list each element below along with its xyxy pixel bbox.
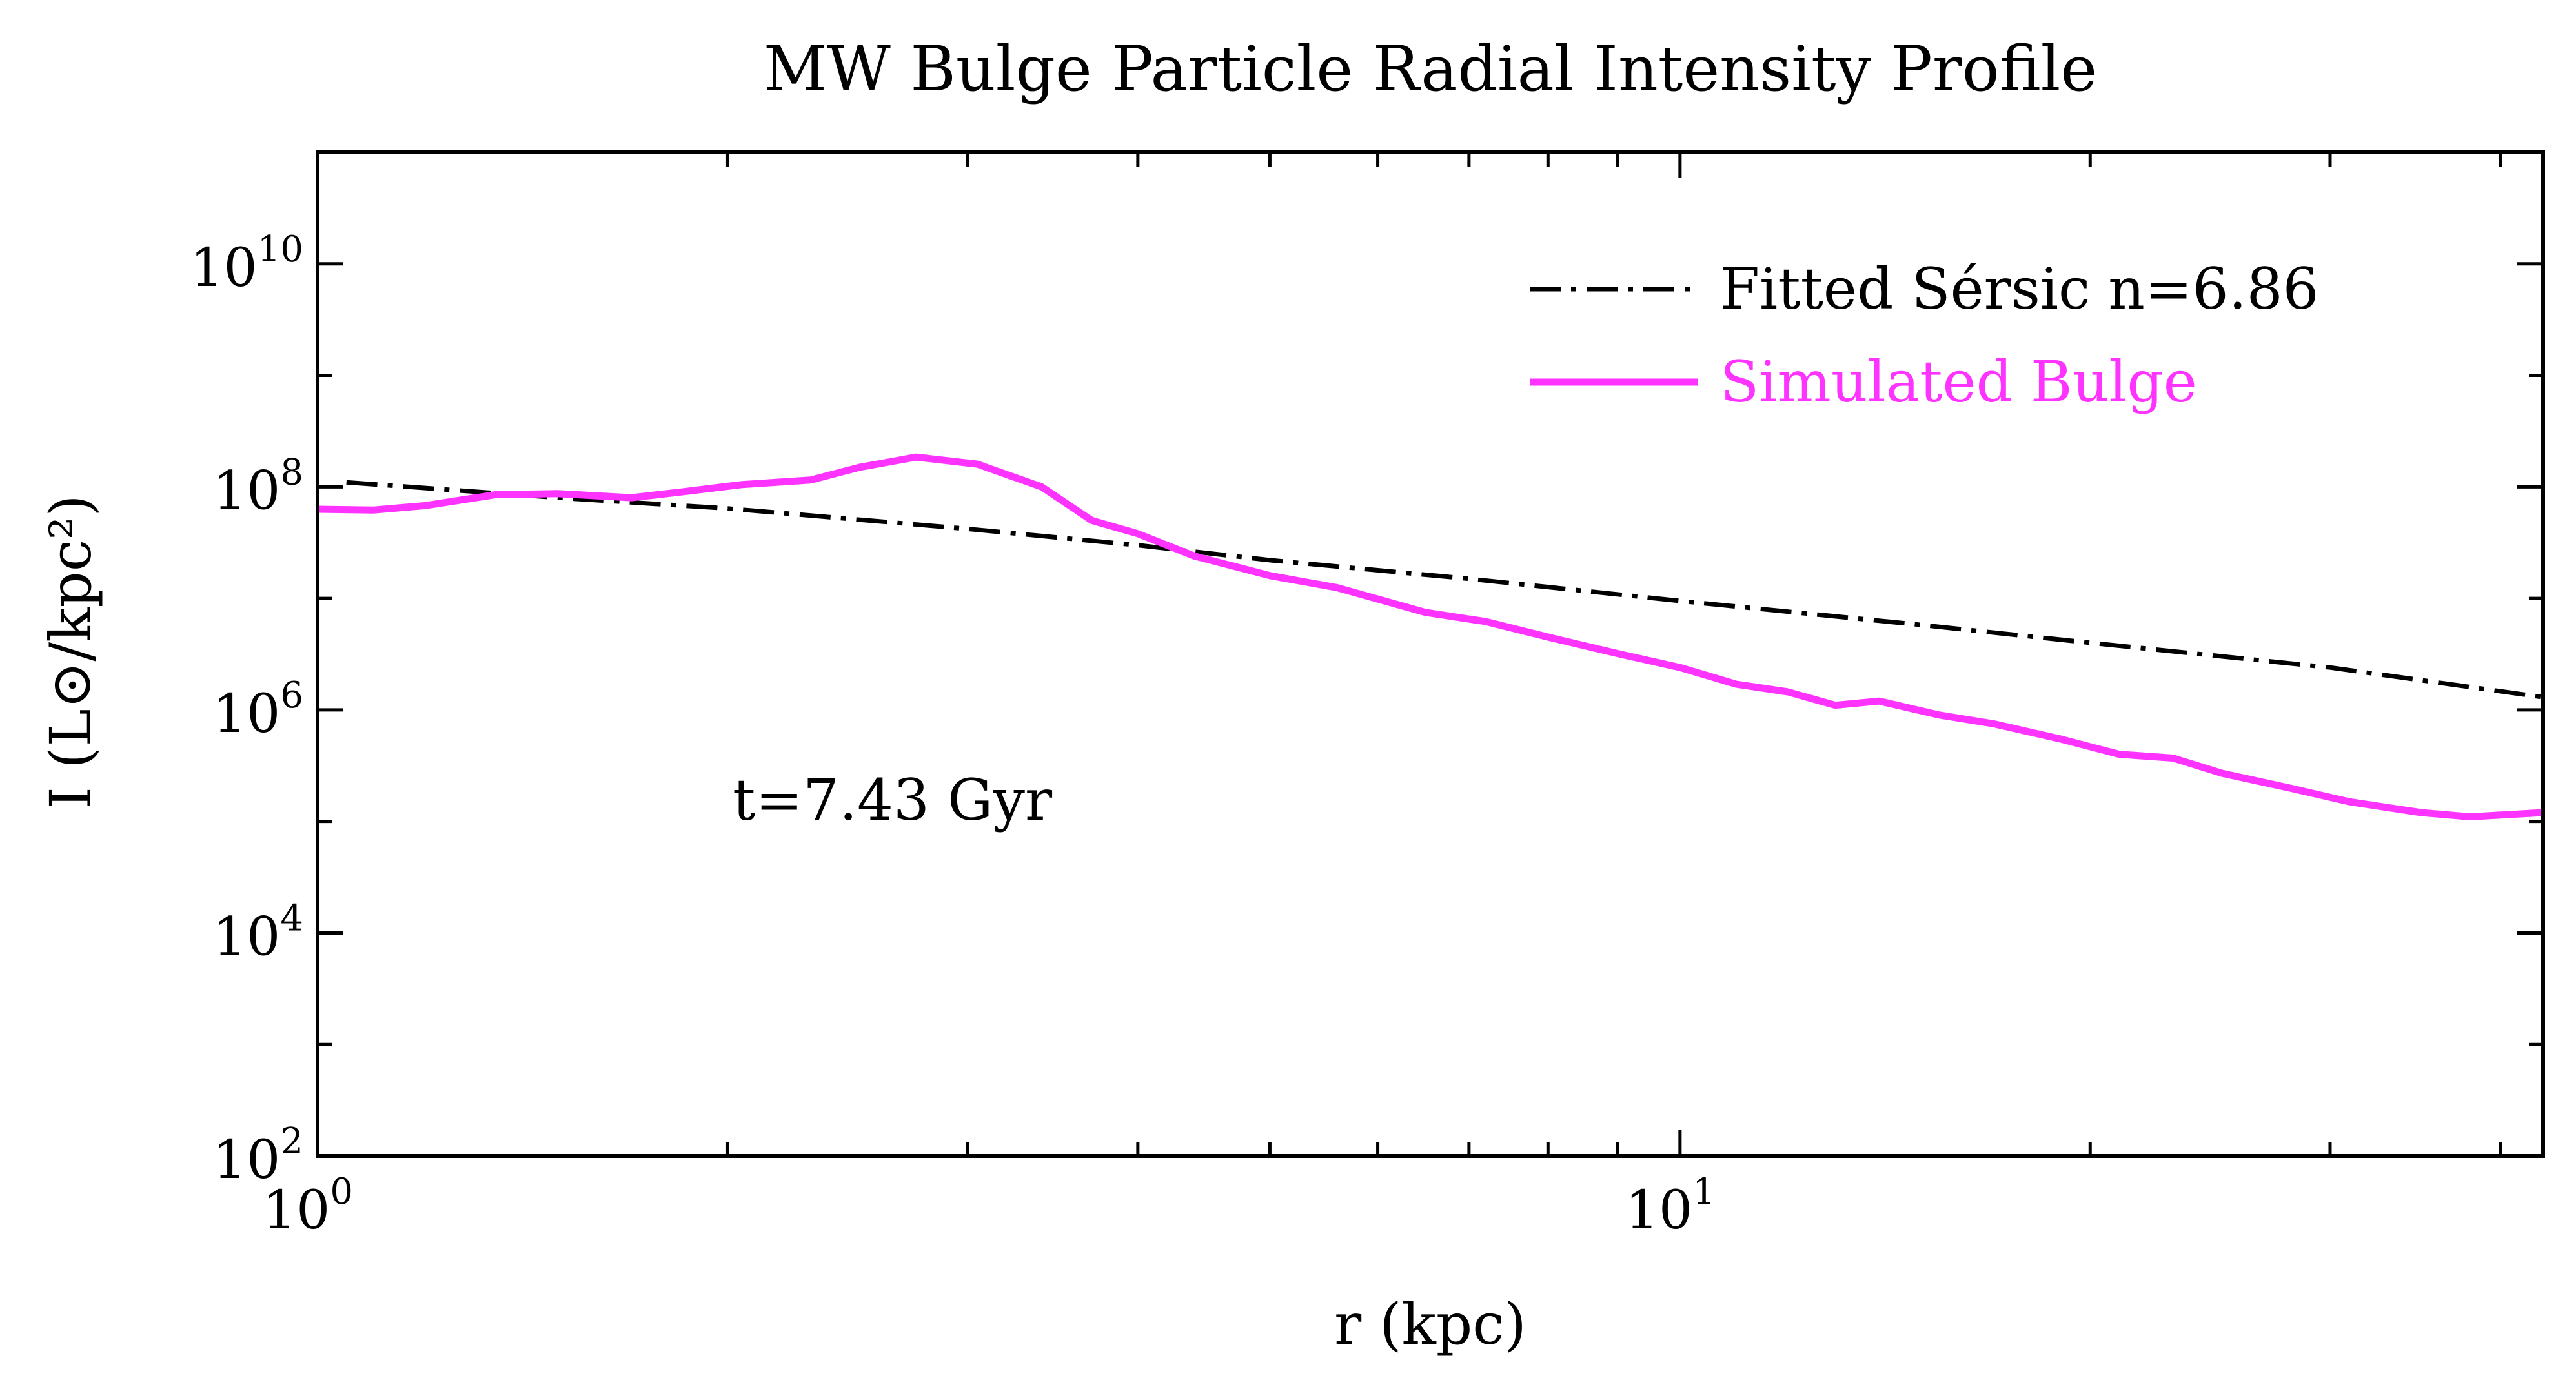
plot-frame: [316, 150, 2545, 1158]
x-tick-label: 100: [263, 1171, 353, 1241]
x-tick-label: 101: [1625, 1171, 1716, 1241]
y-tick-label: 106: [213, 674, 303, 745]
y-tick-label: 1010: [190, 228, 303, 299]
y-tick-label: 102: [213, 1120, 303, 1191]
axis-tick-labels: 102 104 106 108 1010 100 101: [190, 228, 1715, 1241]
y-tick-label: 104: [213, 897, 303, 968]
legend-label-sersic: Fitted Sérsic n=6.86: [1720, 256, 2319, 322]
series-line-sersic: [346, 480, 2544, 700]
y-axis-label: I (L⊙/kpc²): [37, 494, 104, 809]
chart-title: MW Bulge Particle Radial Intensity Profi…: [764, 33, 2097, 105]
series-layer: [317, 453, 2544, 820]
y-tick-label: 108: [213, 451, 303, 522]
x-axis-label: r (kpc): [1334, 1291, 1526, 1357]
axis-ticks: [316, 152, 2543, 1156]
series-line-simulated: [317, 453, 2544, 820]
legend-label-simulated: Simulated Bulge: [1720, 349, 2197, 415]
time-annotation: t=7.43 Gyr: [733, 767, 1053, 833]
legend: Fitted Sérsic n=6.86 Simulated Bulge: [1530, 256, 2319, 415]
